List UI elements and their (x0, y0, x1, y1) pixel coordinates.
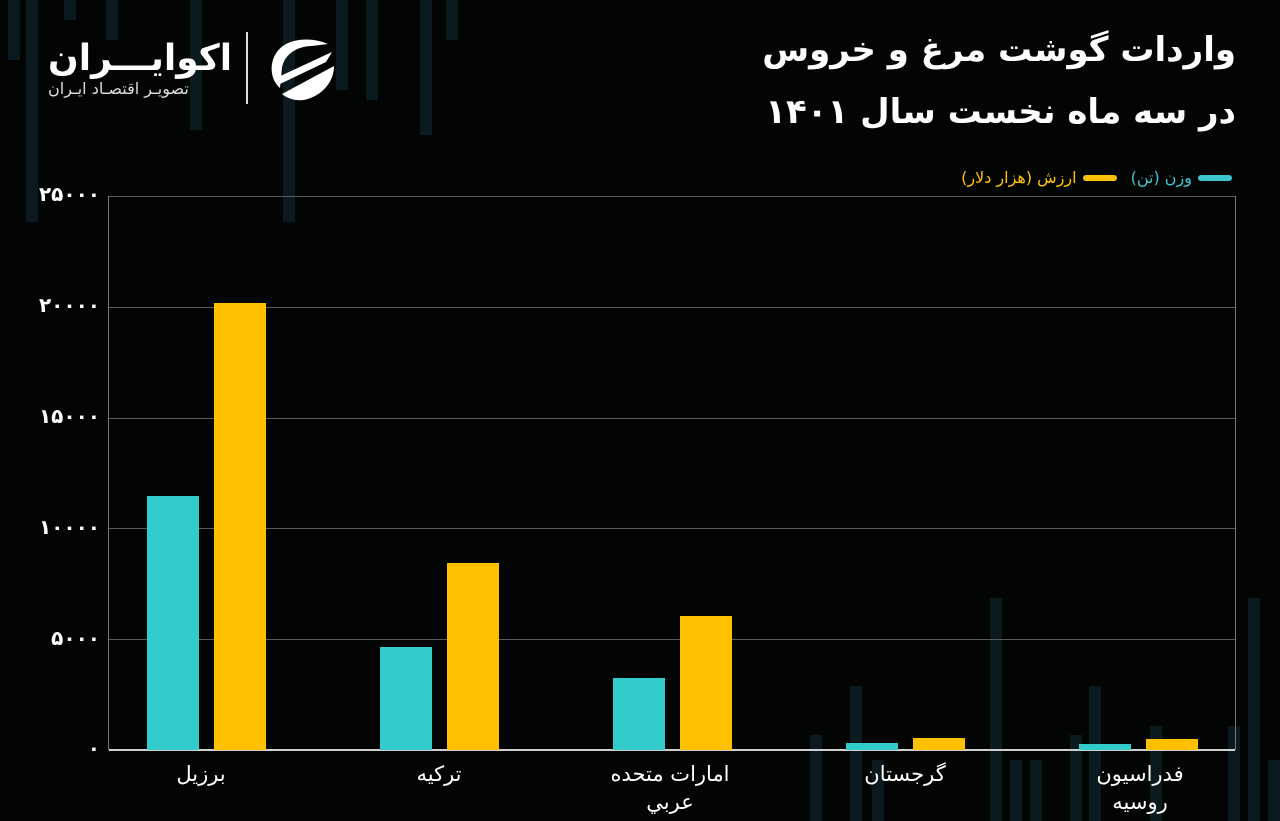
legend-item-weight: وزن (تن) (1131, 168, 1232, 187)
gridline (109, 639, 1235, 640)
y-tick-15000: ۱۵۰۰۰ (38, 404, 100, 428)
chart-title-line2: در سه ماه نخست سال ۱۴۰۱ (765, 92, 1236, 132)
x-label-georgia: گرجستان (864, 762, 946, 786)
chart-legend: وزن (تن) ارزش (هزار دلار) (961, 168, 1232, 187)
brand-logo: اکوایـــران تصویـر اقتصـاد ایـران (48, 32, 338, 104)
logo-text: اکوایـــران تصویـر اقتصـاد ایـران (48, 37, 233, 98)
logo-mark-icon (271, 39, 335, 101)
plot-area (108, 196, 1236, 751)
legend-item-value: ارزش (هزار دلار) (961, 168, 1117, 187)
bar-value-0 (214, 303, 266, 750)
logo-name: اکوایـــران (48, 37, 233, 79)
legend-label-value: ارزش (هزار دلار) (961, 168, 1077, 187)
legend-swatch-value (1082, 174, 1117, 181)
logo-divider (246, 32, 249, 104)
x-label-brazil: برزيل (176, 762, 226, 786)
bar-value-4 (1146, 739, 1198, 750)
gridline (109, 307, 1235, 308)
legend-swatch-weight (1198, 174, 1232, 181)
bar-weight-4 (1079, 744, 1131, 750)
bar-weight-3 (846, 743, 898, 750)
y-tick-25000: ۲۵۰۰۰ (38, 182, 100, 206)
bar-weight-0 (147, 496, 199, 750)
y-tick-20000: ۲۰۰۰۰ (38, 293, 100, 317)
x-axis-baseline (109, 749, 1235, 751)
bar-value-3 (913, 737, 965, 750)
bar-weight-1 (380, 646, 432, 750)
y-tick-5000: ۵۰۰۰ (51, 626, 100, 650)
chart-title-line1: واردات گوشت مرغ و خروس (762, 30, 1236, 70)
gridline (109, 528, 1235, 529)
x-label-russia: فدراسيون روسيه (1096, 762, 1184, 814)
legend-label-weight: وزن (تن) (1130, 168, 1192, 187)
x-label-uae: امارات متحده عربي (610, 762, 730, 814)
x-label-turkey: ترکيه (416, 762, 462, 786)
gridline (109, 418, 1235, 419)
logo-tagline: تصویـر اقتصـاد ایـران (48, 78, 189, 98)
y-tick-10000: ۱۰۰۰۰ (38, 515, 100, 539)
gridline (109, 196, 1235, 197)
y-tick-0: ۰ (87, 736, 100, 760)
bar-value-1 (447, 562, 499, 750)
bar-weight-2 (613, 677, 665, 750)
bar-value-2 (680, 615, 732, 750)
